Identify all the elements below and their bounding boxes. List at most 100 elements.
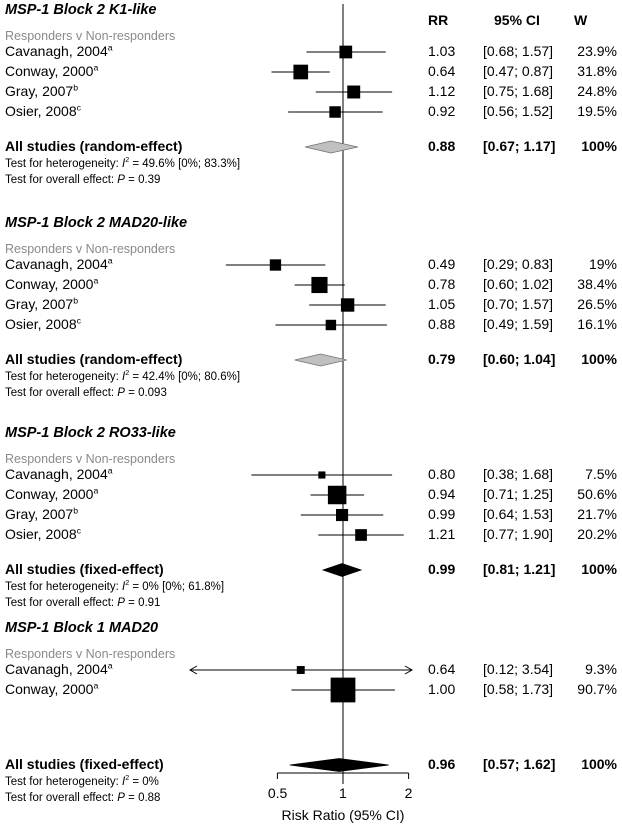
study-point <box>325 319 337 331</box>
study-label: Conway, 2000a <box>5 680 99 697</box>
study-reference-superscript: a <box>107 255 113 266</box>
overall-effect-test: Test for overall effect: P = 0.88 <box>5 792 161 804</box>
x-tick-label: 0.5 <box>267 785 288 801</box>
pooled-diamond <box>321 563 363 577</box>
study-point <box>340 298 355 312</box>
section-title: MSP-1 Block 2 RO33-like <box>5 425 176 441</box>
i-squared-symbol: I <box>121 371 126 383</box>
pooled-weight: 100% <box>581 351 617 367</box>
study-ci: [0.58; 1.73] <box>483 681 554 697</box>
heterogeneity-test: Test for heterogeneity: I2 = 0% [0%; 61.… <box>5 579 225 593</box>
study-label: Gray, 2007b <box>5 82 79 99</box>
p-value-symbol: P <box>117 387 125 399</box>
study-ci: [0.71; 1.25] <box>483 486 554 502</box>
study-ci: [0.12; 3.54] <box>483 661 554 677</box>
pooled-diamond <box>304 140 358 154</box>
pooled-ci: [0.67; 1.17] <box>483 138 556 154</box>
p-value-symbol: P <box>117 597 125 609</box>
study-label: Gray, 2007b <box>5 295 79 312</box>
heterogeneity-test: Test for heterogeneity: I2 = 0% <box>5 774 159 788</box>
pooled-diamond <box>289 758 389 772</box>
i-squared-exponent: 2 <box>125 774 130 783</box>
study-reference-superscript: a <box>93 275 99 286</box>
i-squared-symbol: I <box>121 158 126 170</box>
study-reference-superscript: b <box>73 82 79 93</box>
study-point <box>311 276 328 294</box>
study-weight: 20.2% <box>577 526 617 542</box>
study-reference-superscript: c <box>76 315 81 326</box>
pooled-label: All studies (fixed-effect) <box>5 561 164 577</box>
study-label: Cavanagh, 2004a <box>5 255 113 272</box>
pooled-ci: [0.60; 1.04] <box>483 351 556 367</box>
study-label: Conway, 2000a <box>5 62 99 79</box>
heterogeneity-test: Test for heterogeneity: I2 = 49.6% [0%; … <box>5 156 241 170</box>
i-squared-exponent: 2 <box>125 369 130 378</box>
study-label: Gray, 2007b <box>5 505 79 522</box>
pooled-label: All studies (random-effect) <box>5 351 183 367</box>
overall-effect-test: Test for overall effect: P = 0.093 <box>5 387 167 399</box>
study-reference-superscript: a <box>93 680 99 691</box>
pooled-label: All studies (random-effect) <box>5 138 183 154</box>
study-label: Osier, 2008c <box>5 525 81 542</box>
i-squared-exponent: 2 <box>125 579 130 588</box>
study-label: Cavanagh, 2004a <box>5 42 113 59</box>
i-squared-exponent: 2 <box>125 156 130 165</box>
study-reference-superscript: a <box>107 660 113 671</box>
study-weight: 9.3% <box>585 661 617 677</box>
study-point <box>318 471 326 479</box>
study-weight: 50.6% <box>577 486 617 502</box>
pooled-weight: 100% <box>581 756 617 772</box>
section-title: MSP-1 Block 2 K1-like <box>5 2 157 18</box>
study-reference-superscript: a <box>93 485 99 496</box>
study-point <box>293 64 309 80</box>
heterogeneity-test: Test for heterogeneity: I2 = 42.4% [0%; … <box>5 369 241 383</box>
study-ci: [0.75; 1.68] <box>483 83 554 99</box>
section-title: MSP-1 Block 1 MAD20 <box>5 620 159 636</box>
pooled-rr: 0.99 <box>428 561 456 577</box>
study-point <box>339 45 353 59</box>
study-ci: [0.38; 1.68] <box>483 466 554 482</box>
overall-effect-test: Test for overall effect: P = 0.91 <box>5 597 161 609</box>
study-weight: 19% <box>588 256 617 272</box>
study-ci: [0.49; 1.59] <box>483 316 554 332</box>
study-weight: 16.1% <box>577 316 617 332</box>
study-label: Osier, 2008c <box>5 102 81 119</box>
x-tick-label: 1 <box>339 785 347 801</box>
study-point <box>347 85 361 99</box>
study-rr: 1.12 <box>428 83 456 99</box>
section-subtitle: Responders v Non-responders <box>5 647 176 661</box>
study-reference-superscript: b <box>73 295 79 306</box>
header-rr: RR <box>428 12 449 28</box>
study-label: Conway, 2000a <box>5 275 99 292</box>
overall-effect-test: Test for overall effect: P = 0.39 <box>5 174 161 186</box>
study-rr: 1.21 <box>428 526 456 542</box>
study-weight: 19.5% <box>577 103 617 119</box>
pooled-ci: [0.57; 1.62] <box>483 756 556 772</box>
i-squared-symbol: I <box>121 776 126 788</box>
study-label: Cavanagh, 2004a <box>5 465 113 482</box>
study-rr: 1.03 <box>428 43 456 59</box>
study-ci: [0.47; 0.87] <box>483 63 554 79</box>
study-label: Conway, 2000a <box>5 485 99 502</box>
study-rr: 0.80 <box>428 466 456 482</box>
header-ci: 95% CI <box>494 12 540 28</box>
study-label: Osier, 2008c <box>5 315 81 332</box>
study-point <box>327 485 347 505</box>
pooled-rr: 0.79 <box>428 351 456 367</box>
study-weight: 90.7% <box>577 681 617 697</box>
study-rr: 0.88 <box>428 316 456 332</box>
p-value-symbol: P <box>117 174 125 186</box>
study-point <box>269 259 282 271</box>
ci-arrow-left <box>188 665 198 675</box>
section-subtitle: Responders v Non-responders <box>5 29 176 43</box>
study-ci: [0.70; 1.57] <box>483 296 554 312</box>
section-title: MSP-1 Block 2 MAD20-like <box>5 215 188 231</box>
study-reference-superscript: a <box>93 62 99 73</box>
study-rr: 0.49 <box>428 256 456 272</box>
study-ci: [0.64; 1.53] <box>483 506 554 522</box>
study-reference-superscript: c <box>76 102 81 113</box>
pooled-weight: 100% <box>581 561 617 577</box>
study-reference-superscript: c <box>76 525 81 536</box>
study-rr: 0.64 <box>428 661 456 677</box>
